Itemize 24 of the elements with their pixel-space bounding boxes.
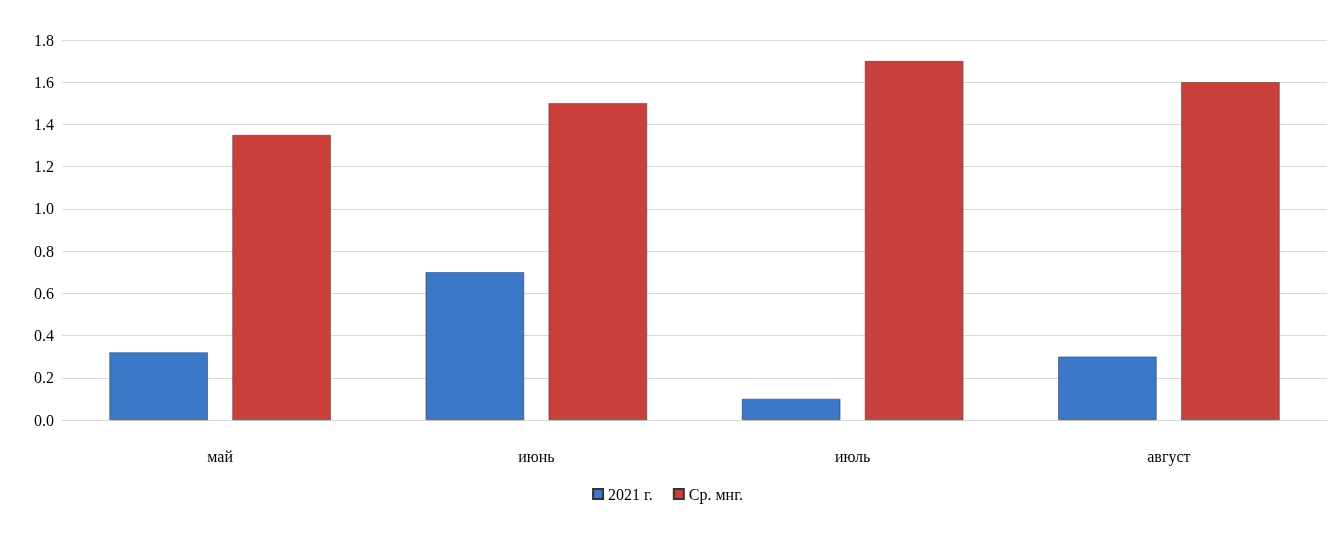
bar bbox=[232, 135, 331, 420]
x-tick-label: май bbox=[207, 447, 234, 465]
bar bbox=[864, 61, 964, 420]
x-tick-label: август bbox=[1147, 447, 1191, 466]
y-tick-label: 1.8 bbox=[34, 31, 54, 49]
legend-label: 2021 г. bbox=[608, 485, 653, 503]
bar bbox=[548, 103, 648, 420]
y-tick-label: 1.0 bbox=[34, 200, 54, 218]
bar bbox=[1181, 82, 1280, 420]
legend-label: Ср. мнг. bbox=[688, 485, 743, 504]
bar bbox=[741, 398, 841, 420]
y-tick-label: 1.4 bbox=[34, 115, 54, 133]
y-tick-label: 1.6 bbox=[34, 73, 54, 91]
y-tick-label: 1.2 bbox=[34, 158, 54, 176]
x-tick-label: июль bbox=[834, 447, 871, 465]
bar bbox=[1058, 356, 1157, 420]
y-tick-label: 0.0 bbox=[34, 411, 54, 429]
y-tick-label: 0.6 bbox=[34, 284, 54, 302]
y-tick-label: 0.4 bbox=[34, 327, 54, 345]
bar bbox=[109, 352, 208, 420]
bar bbox=[425, 272, 525, 420]
x-tick-label: июнь bbox=[518, 447, 555, 465]
y-tick-label: 0.8 bbox=[34, 242, 54, 260]
y-tick-label: 0.2 bbox=[34, 369, 54, 387]
